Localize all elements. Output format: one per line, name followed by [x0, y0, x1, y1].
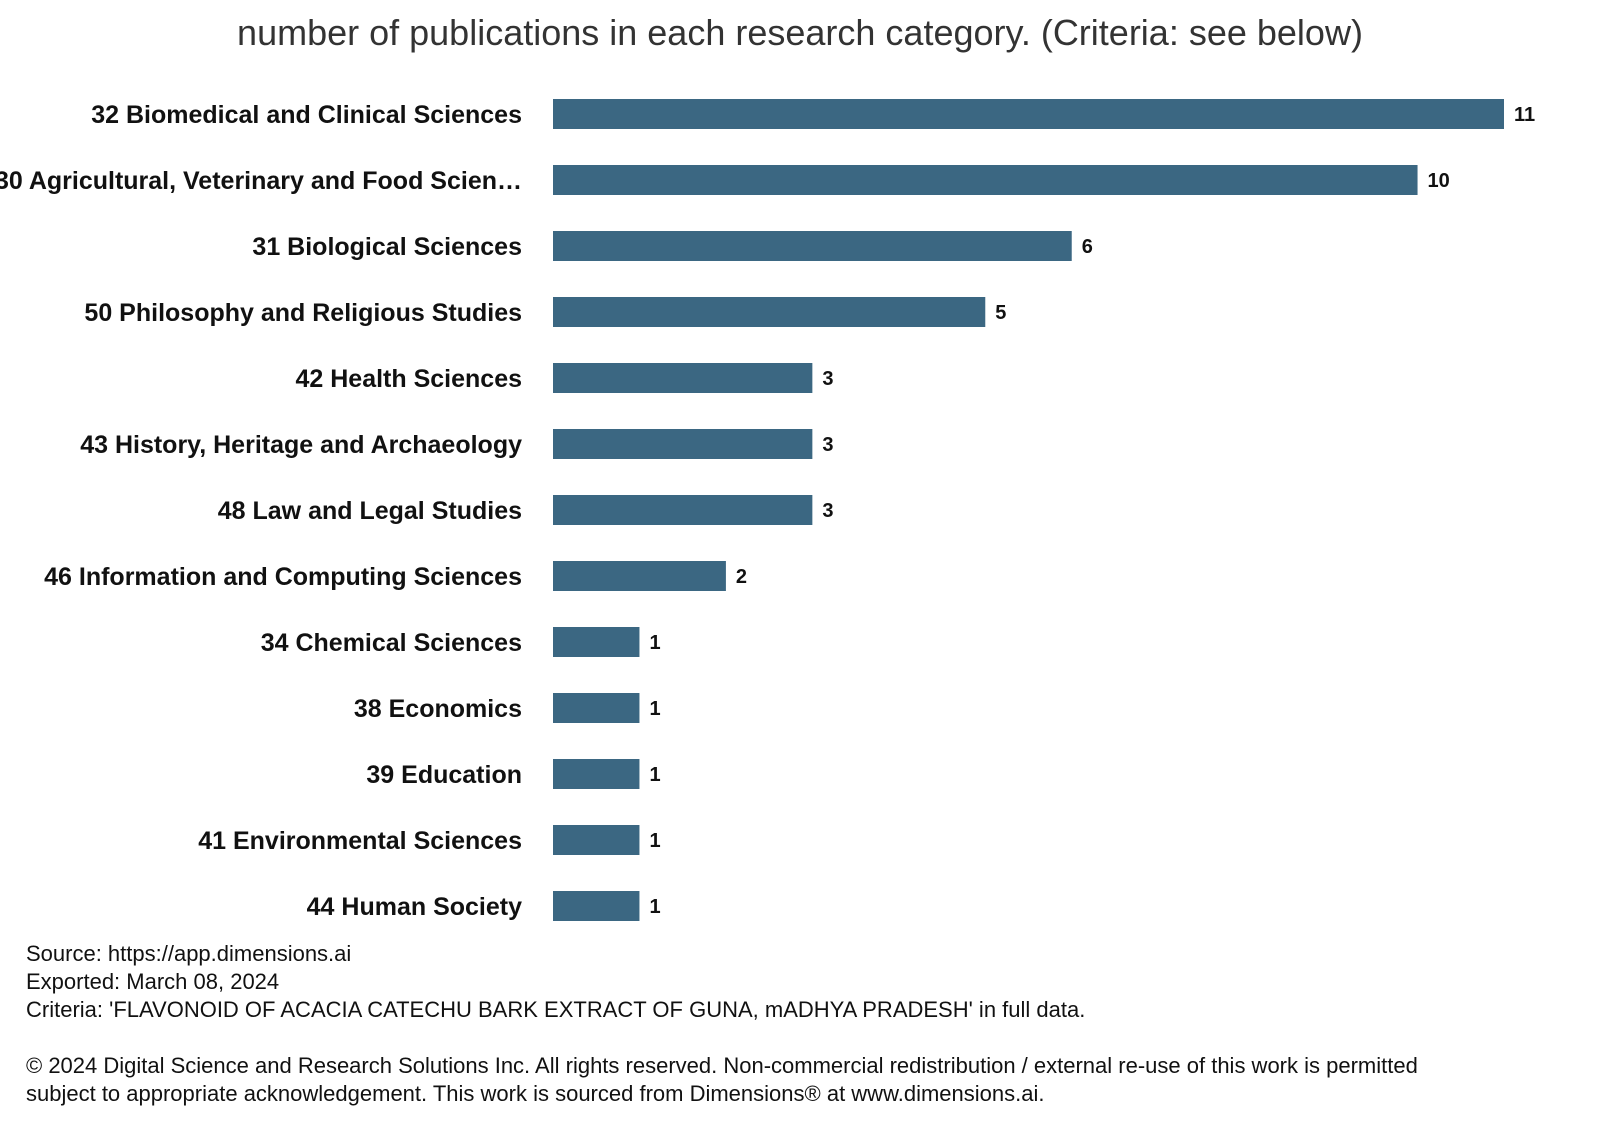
value-label: 6	[1082, 236, 1093, 258]
criteria-text: Criteria: 'FLAVONOID OF ACACIA CATECHU B…	[26, 997, 1086, 1022]
bar[interactable]	[553, 627, 640, 657]
bar[interactable]	[553, 825, 640, 855]
chart-footer: Source: https://app.dimensions.ai Export…	[26, 940, 1476, 1108]
bar[interactable]	[553, 99, 1504, 129]
category-label: 38 Economics	[354, 695, 522, 723]
bar[interactable]	[553, 759, 640, 789]
value-label: 3	[822, 434, 833, 456]
value-label: 1	[649, 698, 660, 720]
category-label: 42 Health Sciences	[295, 365, 522, 393]
value-label: 3	[822, 368, 833, 390]
category-label: 48 Law and Legal Studies	[218, 497, 522, 525]
category-label: 41 Environmental Sciences	[198, 827, 522, 855]
category-label: 43 History, Heritage and Archaeology	[80, 431, 522, 459]
value-label: 10	[1428, 170, 1450, 192]
bar[interactable]	[553, 297, 986, 327]
value-label: 5	[995, 302, 1006, 324]
category-label: 46 Information and Computing Sciences	[44, 563, 522, 591]
bar[interactable]	[553, 231, 1072, 261]
exported-text: Exported: March 08, 2024	[26, 969, 280, 994]
chart-title: number of publications in each research …	[237, 12, 1363, 53]
bar[interactable]	[553, 495, 813, 525]
category-label: 50 Philosophy and Religious Studies	[84, 299, 522, 327]
value-label: 2	[736, 566, 747, 588]
bar[interactable]	[553, 891, 640, 921]
value-label: 1	[649, 830, 660, 852]
category-label: 34 Chemical Sciences	[261, 629, 522, 657]
bar[interactable]	[553, 429, 813, 459]
source-text: Source: https://app.dimensions.ai	[26, 941, 352, 966]
category-label: 30 Agricultural, Veterinary and Food Sci…	[0, 167, 522, 195]
value-label: 3	[822, 500, 833, 522]
category-label: 32 Biomedical and Clinical Sciences	[91, 101, 522, 129]
value-label: 11	[1514, 104, 1535, 126]
category-label: 44 Human Society	[307, 893, 522, 921]
category-label: 31 Biological Sciences	[252, 233, 522, 261]
bar[interactable]	[553, 693, 640, 723]
value-label: 1	[649, 764, 660, 786]
value-label: 1	[649, 632, 660, 654]
bar[interactable]	[553, 561, 726, 591]
category-label: 39 Education	[366, 761, 522, 789]
bar[interactable]	[553, 165, 1418, 195]
bar[interactable]	[553, 363, 813, 393]
value-label: 1	[649, 896, 660, 918]
bar-chart: 32 Biomedical and Clinical Sciences 1130 …	[0, 99, 1535, 921]
copyright-text: © 2024 Digital Science and Research Solu…	[26, 1053, 1418, 1106]
